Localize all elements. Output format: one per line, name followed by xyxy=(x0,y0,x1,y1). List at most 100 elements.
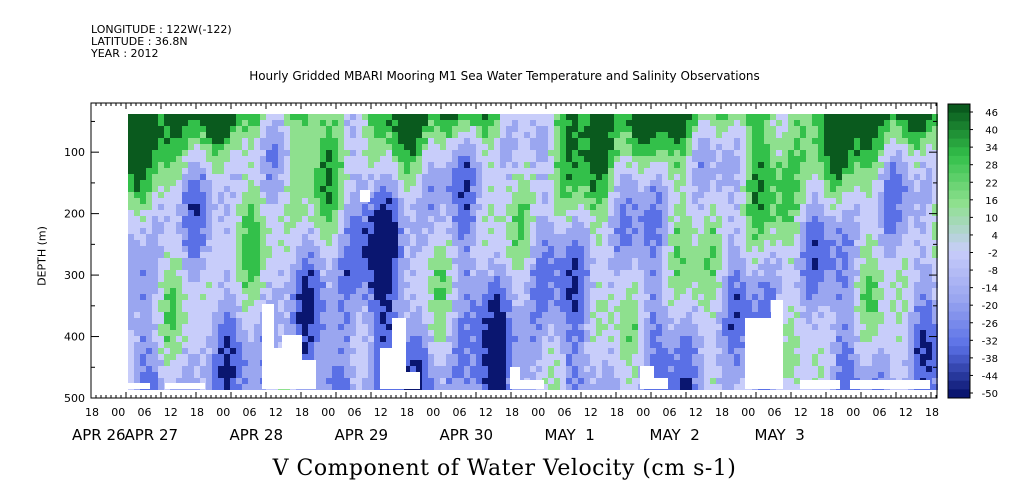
y-tick-label: 300 xyxy=(64,269,85,282)
x-date-label: APR 26 xyxy=(72,426,126,444)
colorbar-swatch xyxy=(948,311,970,321)
colorbar-swatch xyxy=(948,276,970,287)
x-hour-tick-label: 12 xyxy=(584,406,598,419)
x-hour-tick-label: 06 xyxy=(138,406,152,419)
colorbar-swatch xyxy=(948,121,970,131)
x-date-label: MAY 2 xyxy=(650,426,700,444)
x-hour-tick-label: 06 xyxy=(873,406,887,419)
colorbar-swatch xyxy=(948,302,970,313)
colorbar-swatch xyxy=(948,242,970,252)
x-hour-tick-label: 18 xyxy=(505,406,519,419)
x-hour-tick-label: 00 xyxy=(846,406,860,419)
colorbar-label: -44 xyxy=(982,371,998,382)
longitude-label: LONGITUDE : 122W(-122) xyxy=(91,23,232,36)
x-hour-tick-label: 18 xyxy=(190,406,204,419)
x-date-label: APR 27 xyxy=(125,426,179,444)
colorbar-swatch xyxy=(948,225,970,235)
x-hour-tick-label: 00 xyxy=(741,406,755,419)
colorbar-swatch xyxy=(948,354,970,364)
colorbar-swatch xyxy=(948,233,970,243)
colorbar-swatch xyxy=(948,216,970,226)
colorbar-swatch xyxy=(948,372,970,382)
colorbar-swatch xyxy=(948,164,970,174)
x-hour-tick-label: 06 xyxy=(768,406,782,419)
x-hour-tick-label: 06 xyxy=(663,406,677,419)
colorbar-swatch xyxy=(948,346,970,356)
colorbar-swatch xyxy=(948,190,970,200)
x-hour-tick-label: 12 xyxy=(479,406,493,419)
colorbar-label: -38 xyxy=(982,354,998,365)
colorbar-swatch xyxy=(948,268,970,278)
x-hour-tick-label: 00 xyxy=(426,406,440,419)
heatmap-plot xyxy=(128,114,938,390)
colorbar-swatch xyxy=(948,363,970,373)
x-date-label: APR 30 xyxy=(440,426,494,444)
x-hour-tick-label: 18 xyxy=(715,406,729,419)
y-tick-label: 200 xyxy=(64,208,85,221)
x-hour-tick-label: 12 xyxy=(899,406,913,419)
x-hour-tick-label: 12 xyxy=(269,406,283,419)
colorbar-label: -20 xyxy=(982,301,998,312)
colorbar-swatch xyxy=(948,337,970,347)
x-hour-tick-label: 06 xyxy=(348,406,362,419)
x-hour-tick-label: 06 xyxy=(558,406,572,419)
colorbar-label: 16 xyxy=(985,196,998,207)
colorbar-swatch xyxy=(948,320,970,330)
colorbar-label: -2 xyxy=(988,249,998,260)
x-hour-tick-label: 18 xyxy=(610,406,624,419)
colorbar-swatch xyxy=(948,199,970,209)
colorbar: 46 40 34 28 22 16 10 4 -2 -8 -14 -20 -26 -32 -38 -44 -50 xyxy=(947,103,998,400)
x-date-label: APR 29 xyxy=(335,426,389,444)
chart-title: Hourly Gridded MBARI Mooring M1 Sea Wate… xyxy=(249,69,760,83)
y-tick-label: 500 xyxy=(64,392,85,405)
colorbar-swatch xyxy=(948,285,970,295)
x-date-label: MAY 3 xyxy=(755,426,805,444)
latitude-label: LATITUDE : 36.8N xyxy=(91,35,188,48)
colorbar-swatch xyxy=(948,155,970,166)
colorbar-swatch xyxy=(948,259,970,269)
colorbar-swatch xyxy=(948,138,970,148)
colorbar-label: -26 xyxy=(982,319,998,330)
colorbar-swatch xyxy=(948,147,970,157)
colorbar-swatch xyxy=(948,380,970,390)
colorbar-swatch xyxy=(948,181,970,191)
x-hour-tick-label: 00 xyxy=(216,406,230,419)
colorbar-swatch xyxy=(948,173,970,183)
colorbar-label: 40 xyxy=(985,126,998,137)
colorbar-swatch xyxy=(948,129,970,140)
x-date-label: APR 28 xyxy=(230,426,284,444)
colorbar-swatch xyxy=(948,207,970,217)
x-hour-tick-label: 18 xyxy=(925,406,939,419)
colorbar-swatch xyxy=(948,251,970,261)
x-hour-tick-label: 18 xyxy=(85,406,99,419)
colorbar-label: 34 xyxy=(985,143,998,154)
colorbar-label: -8 xyxy=(988,266,998,277)
x-hour-tick-label: 00 xyxy=(636,406,650,419)
y-tick-label: 100 xyxy=(64,146,85,159)
x-hour-tick-label: 12 xyxy=(794,406,808,419)
colorbar-swatch xyxy=(948,294,970,304)
x-hour-tick-label: 18 xyxy=(820,406,834,419)
x-hour-tick-label: 12 xyxy=(689,406,703,419)
colorbar-label: 28 xyxy=(985,161,998,172)
x-hour-tick-label: 00 xyxy=(111,406,125,419)
x-axis-label: V Component of Water Velocity (cm s-1) xyxy=(272,456,737,481)
x-hour-tick-label: 06 xyxy=(243,406,257,419)
colorbar-label: 10 xyxy=(985,213,998,224)
colorbar-label: -50 xyxy=(982,389,998,400)
y-axis-label: DEPTH (m) xyxy=(35,226,49,286)
colorbar-swatch xyxy=(948,112,970,122)
colorbar-swatch xyxy=(948,104,970,114)
x-hour-tick-label: 00 xyxy=(531,406,545,419)
x-hour-tick-label: 00 xyxy=(321,406,335,419)
y-tick-label: 400 xyxy=(64,331,85,344)
colorbar-label: -14 xyxy=(982,284,998,295)
colorbar-swatch xyxy=(948,328,970,338)
x-hour-tick-label: 06 xyxy=(453,406,467,419)
x-hour-tick-label: 12 xyxy=(164,406,178,419)
x-hour-tick-label: 18 xyxy=(295,406,309,419)
x-hour-tick-label: 18 xyxy=(400,406,414,419)
colorbar-label: 46 xyxy=(985,108,998,119)
